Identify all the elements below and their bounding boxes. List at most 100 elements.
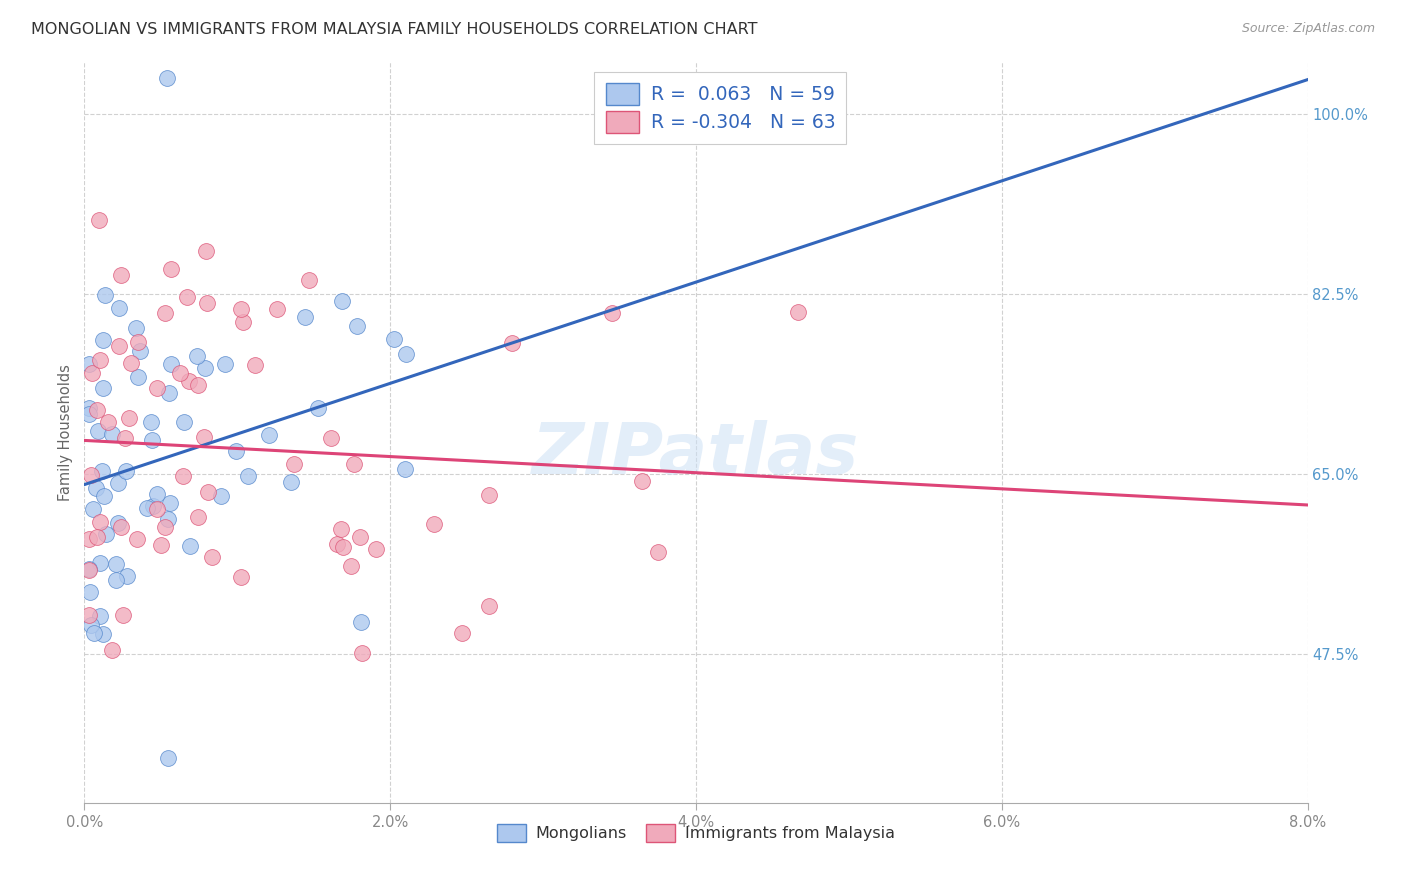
Point [283, 457, 305, 471]
Point [108, 339, 131, 353]
Point [330, 522, 353, 536]
Point [127, 370, 149, 384]
Point [127, 335, 149, 350]
Point [120, 356, 142, 370]
Point [294, 310, 316, 324]
Point [231, 570, 253, 584]
Text: Source: ZipAtlas.com: Source: ZipAtlas.com [1241, 22, 1375, 36]
Point [107, 301, 129, 315]
Point [232, 315, 254, 329]
Point [160, 357, 183, 371]
Point [229, 302, 252, 317]
Point [87, 424, 110, 438]
Point [172, 469, 194, 483]
Point [105, 573, 128, 587]
Point [187, 378, 209, 392]
Point [187, 510, 209, 524]
Point [91, 381, 114, 395]
Point [77, 407, 100, 421]
Point [349, 530, 371, 544]
Point [631, 474, 654, 488]
Point [142, 499, 165, 513]
Point [186, 349, 208, 363]
Point [80, 367, 103, 381]
Point [342, 457, 364, 471]
Point [77, 401, 100, 416]
Point [80, 467, 103, 482]
Point [77, 563, 100, 577]
Point [156, 751, 179, 765]
Point [214, 357, 236, 371]
Point [177, 375, 200, 389]
Point [243, 359, 266, 373]
Point [195, 296, 218, 310]
Point [91, 627, 114, 641]
Point [125, 321, 148, 335]
Point [157, 512, 180, 526]
Legend: Mongolians, Immigrants from Malaysia: Mongolians, Immigrants from Malaysia [489, 816, 903, 850]
Point [127, 532, 149, 546]
Point [266, 301, 288, 316]
Point [150, 538, 173, 552]
Point [114, 431, 136, 445]
Point [298, 272, 321, 286]
Point [82, 502, 104, 516]
Point [146, 381, 169, 395]
Point [325, 537, 347, 551]
Point [157, 385, 180, 400]
Point [141, 433, 163, 447]
Point [319, 431, 342, 445]
Point [179, 539, 201, 553]
Point [101, 643, 124, 657]
Point [209, 489, 232, 503]
Point [201, 549, 224, 564]
Point [86, 530, 108, 544]
Point [94, 288, 117, 302]
Point [89, 515, 111, 529]
Point [146, 502, 169, 516]
Point [501, 335, 523, 350]
Point [787, 305, 810, 319]
Point [89, 212, 111, 227]
Point [257, 428, 280, 442]
Point [93, 489, 115, 503]
Point [111, 607, 134, 622]
Point [91, 333, 114, 347]
Point [155, 306, 177, 320]
Point [332, 540, 354, 554]
Point [139, 415, 162, 429]
Point [169, 366, 191, 380]
Point [110, 268, 132, 283]
Point [156, 70, 179, 85]
Point [159, 496, 181, 510]
Point [146, 487, 169, 501]
Point [600, 306, 623, 320]
Point [195, 244, 218, 258]
Point [340, 559, 363, 574]
Point [77, 532, 100, 546]
Point [160, 261, 183, 276]
Point [104, 557, 127, 571]
Point [349, 615, 371, 629]
Point [173, 415, 195, 429]
Point [101, 427, 124, 442]
Point [118, 410, 141, 425]
Point [97, 415, 120, 429]
Point [110, 520, 132, 534]
Point [107, 475, 129, 490]
Point [79, 618, 101, 632]
Point [423, 516, 446, 531]
Point [176, 290, 198, 304]
Point [238, 468, 260, 483]
Point [89, 353, 111, 368]
Point [382, 332, 405, 346]
Point [330, 293, 353, 308]
Point [136, 501, 159, 516]
Point [86, 403, 108, 417]
Point [153, 520, 176, 534]
Point [307, 401, 329, 415]
Point [193, 430, 215, 444]
Point [280, 475, 302, 489]
Point [115, 463, 138, 477]
Point [477, 599, 499, 613]
